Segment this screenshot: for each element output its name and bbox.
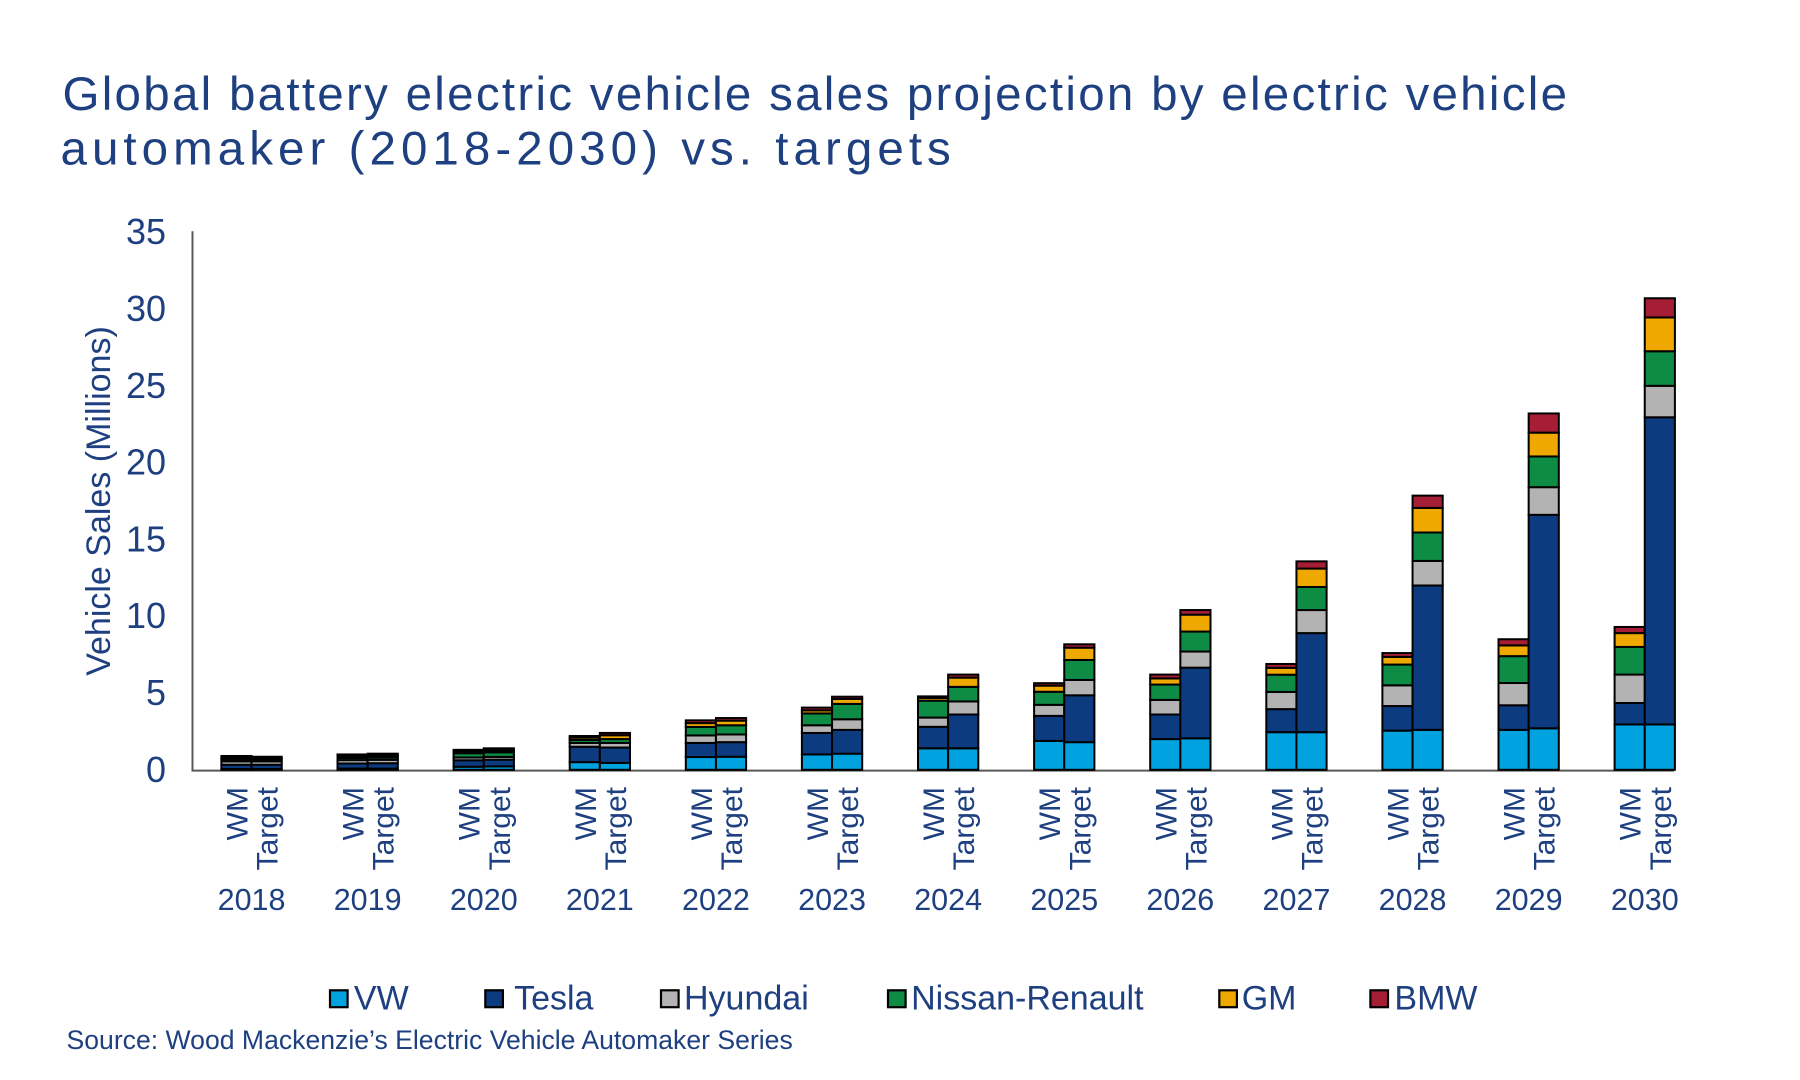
svg-text:GM: GM [1242,980,1297,1018]
svg-text:WM: WM [338,787,371,840]
svg-text:Target: Target [484,786,517,870]
svg-text:2018: 2018 [218,883,286,917]
svg-text:2025: 2025 [1030,883,1098,917]
svg-text:0: 0 [146,749,166,790]
svg-text:WM: WM [1266,787,1299,840]
svg-text:Target: Target [368,786,401,870]
svg-text:BMW: BMW [1394,980,1477,1018]
svg-text:Target: Target [1297,786,1330,870]
svg-text:2022: 2022 [682,883,750,917]
svg-text:35: 35 [126,211,166,252]
svg-text:Source: Wood Mackenzie’s Elect: Source: Wood Mackenzie’s Electric Vehicl… [67,1025,793,1055]
svg-text:15: 15 [126,518,166,559]
svg-text:automaker (2018-2030) vs. targ: automaker (2018-2030) vs. targets [61,123,956,176]
svg-text:2027: 2027 [1263,883,1331,917]
svg-text:10: 10 [126,595,166,636]
svg-text:2019: 2019 [334,883,402,917]
svg-text:Global battery electric vehicl: Global battery electric vehicle sales pr… [63,68,1570,121]
svg-text:WM: WM [1034,787,1067,840]
svg-text:WM: WM [570,787,603,840]
svg-text:WM: WM [1382,787,1415,840]
svg-text:2024: 2024 [914,883,982,917]
svg-text:Vehicle Sales (Millions): Vehicle Sales (Millions) [80,326,118,676]
svg-text:WM: WM [1150,787,1183,840]
svg-text:Target: Target [600,786,633,870]
svg-text:2030: 2030 [1611,883,1679,917]
svg-text:25: 25 [126,365,166,406]
svg-text:Target: Target [252,786,285,870]
svg-text:2026: 2026 [1146,883,1214,917]
svg-text:2021: 2021 [566,883,634,917]
svg-text:WM: WM [454,787,487,840]
svg-text:30: 30 [126,288,166,329]
svg-text:Target: Target [1180,786,1213,870]
svg-text:2023: 2023 [798,883,866,917]
svg-text:20: 20 [126,442,166,483]
svg-text:WM: WM [1615,787,1648,840]
svg-text:2029: 2029 [1495,883,1563,917]
svg-text:Target: Target [1645,786,1678,870]
svg-text:Nissan-Renault: Nissan-Renault [911,980,1144,1018]
svg-text:Target: Target [1529,786,1562,870]
svg-text:2020: 2020 [450,883,518,917]
svg-text:Target: Target [1064,786,1097,870]
svg-text:Target: Target [832,786,865,870]
svg-text:Tesla: Tesla [514,980,593,1018]
svg-text:Hyundai: Hyundai [684,980,809,1018]
svg-text:VW: VW [354,980,409,1018]
svg-text:WM: WM [1499,787,1532,840]
svg-text:Target: Target [1413,786,1446,870]
svg-text:WM: WM [686,787,719,840]
svg-text:WM: WM [918,787,951,840]
svg-text:Target: Target [716,786,749,870]
svg-text:WM: WM [221,787,254,840]
svg-text:WM: WM [802,787,835,840]
svg-text:Target: Target [948,786,981,870]
svg-text:5: 5 [146,672,166,713]
svg-text:2028: 2028 [1379,883,1447,917]
